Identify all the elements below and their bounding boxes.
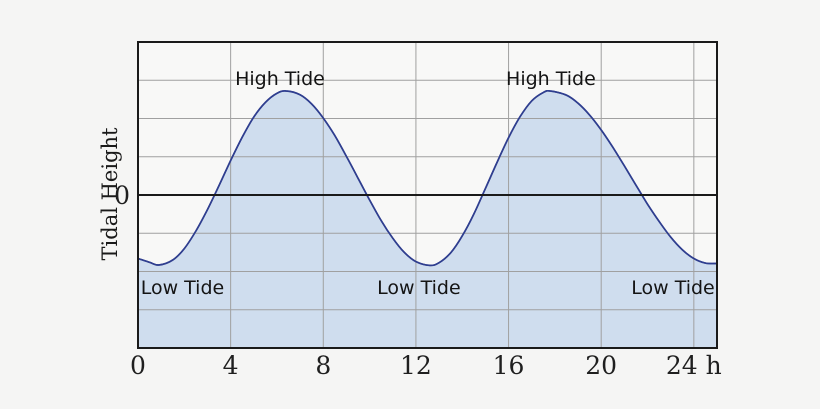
tide-curve <box>137 89 718 267</box>
low-tide-label: Low Tide <box>377 277 461 299</box>
y-axis-title: Tidal Height <box>98 127 122 261</box>
x-tick-label: 16 <box>493 351 525 380</box>
high-tide-label: High Tide <box>506 68 596 90</box>
low-tide-label: Low Tide <box>141 277 225 299</box>
tide-annotations: High Tide High Tide Low Tide Low Tide Low Ti… <box>141 68 715 299</box>
x-tick-label: 24 h <box>666 351 722 380</box>
x-axis-tick-labels: 0 4 8 12 16 20 24 h <box>130 351 722 380</box>
x-tick-label: 20 <box>585 351 617 380</box>
x-tick-label: 4 <box>223 351 239 380</box>
x-tick-label: 12 <box>400 351 432 380</box>
plot-border <box>137 41 718 349</box>
x-tick-label: 8 <box>315 351 331 380</box>
x-tick-label: 0 <box>130 351 146 380</box>
y-zero-tick-label: 0 <box>114 181 130 210</box>
low-tide-label: Low Tide <box>631 277 715 299</box>
high-tide-label: High Tide <box>235 68 325 90</box>
